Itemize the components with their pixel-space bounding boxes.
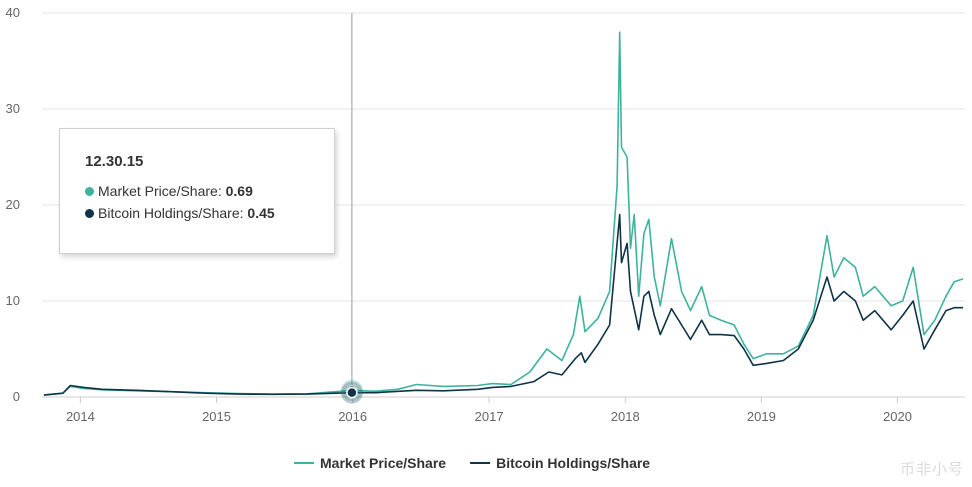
- tooltip-dot-icon: [85, 209, 94, 218]
- tooltip-date: 12.30.15: [85, 153, 144, 170]
- tooltip: 12.30.15 Market Price/Share: 0.69 Bitcoi…: [59, 128, 335, 254]
- tooltip-value: 0.45: [247, 205, 275, 221]
- x-tick-label: 2016: [338, 409, 367, 424]
- tooltip-value: 0.69: [225, 183, 253, 199]
- x-tick-label: 2020: [883, 409, 912, 424]
- hover-marker: [346, 386, 358, 399]
- tooltip-row-market-price: Market Price/Share: 0.69: [85, 180, 334, 202]
- legend-item-bitcoin-holdings[interactable]: Bitcoin Holdings/Share: [496, 455, 650, 471]
- x-tick-label: 2019: [747, 409, 776, 424]
- tooltip-row-bitcoin-holdings: Bitcoin Holdings/Share: 0.45: [85, 202, 334, 224]
- tooltip-label: Bitcoin Holdings/Share:: [98, 205, 244, 221]
- y-tick-label: 0: [13, 389, 20, 404]
- y-tick-label: 30: [6, 101, 20, 116]
- legend[interactable]: Market Price/Share Bitcoin Holdings/Share: [294, 455, 650, 471]
- x-tick-label: 2018: [611, 409, 640, 424]
- watermark-logo: 币非小号: [899, 461, 964, 478]
- y-tick-label: 20: [6, 197, 20, 212]
- x-tick-label: 2015: [202, 409, 231, 424]
- tooltip-dot-icon: [85, 187, 94, 196]
- legend-item-market-price[interactable]: Market Price/Share: [320, 455, 446, 471]
- y-tick-label: 10: [6, 293, 20, 308]
- axes: 0 10 20 30 40 2014 2015 2016 2017 2018 2019 2020: [6, 5, 912, 424]
- x-tick-label: 2014: [66, 409, 95, 424]
- x-tick-label: 2017: [475, 409, 504, 424]
- y-tick-label: 40: [6, 5, 20, 20]
- series-line-bitcoin-holdings: [43, 213, 964, 396]
- tooltip-label: Market Price/Share:: [98, 183, 222, 199]
- crosshair: [340, 13, 363, 404]
- series-line-market-price: [43, 31, 964, 396]
- series-lines: [43, 31, 964, 396]
